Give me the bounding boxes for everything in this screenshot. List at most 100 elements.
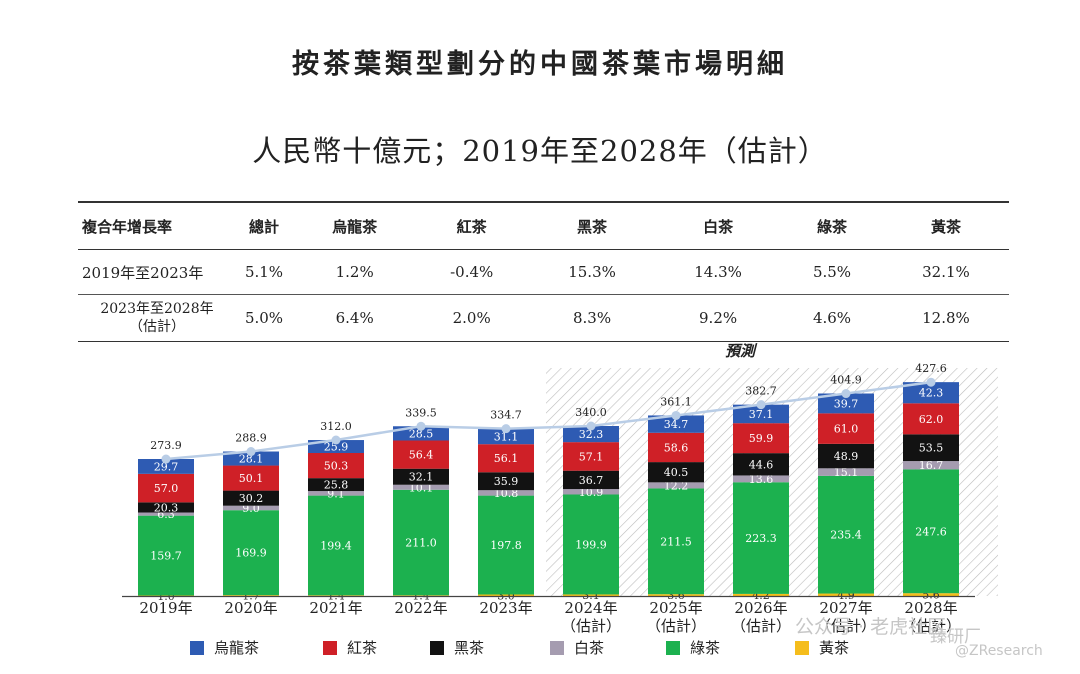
data-label: 58.6 [664,441,689,454]
bar-segment [733,404,789,424]
data-label: 13.6 [749,473,774,486]
bar-segment [393,489,449,596]
total-label: 288.9 [235,432,267,445]
x-tick-label: 2023年 [479,599,532,617]
bar-stacks: 1.0159.76.320.357.029.71.7169.99.030.250… [138,382,959,603]
data-label: 28.1 [239,453,264,466]
cagr-header-row: 複合年增長率 總計 烏龍茶 紅茶 黑茶 白茶 綠茶 黃茶 [78,201,1009,250]
cagr-cell: 5.1% [233,249,295,295]
data-label: 36.7 [579,474,604,487]
data-label: 15.1 [834,466,859,479]
bar-segment [903,469,959,594]
cagr-cell: -0.4% [414,249,530,295]
total-label: 427.6 [915,362,947,375]
bar-segment [478,495,534,595]
stacked-bar-chart: 預測 1.0159.76.320.357.029.71.7169.99.030.… [122,342,1043,659]
data-label: 37.1 [749,408,774,421]
forecast-label: 預測 [725,342,758,360]
cagr-cell: 9.2% [655,294,782,342]
x-tick-label: 2027年 [819,599,872,617]
watermark-line2: 臻研厂 [930,627,981,647]
data-label: 34.7 [664,418,689,431]
bar-segment [563,594,619,596]
bar-segment [733,423,789,454]
total-point [416,421,426,431]
data-label: 29.7 [154,460,179,473]
bar-segment [648,462,704,483]
legend-label: 紅茶 [347,639,377,657]
data-label: 56.1 [494,452,519,465]
x-tick-label-sub: （估計） [731,617,791,635]
cagr-table: 複合年增長率 總計 烏龍茶 紅茶 黑茶 白茶 綠茶 黃茶 2019年至2023年… [78,201,1009,342]
data-label: 197.8 [490,539,522,552]
bar-segment [308,440,364,453]
x-tick-label: 2026年 [734,599,787,617]
bar-segment [223,595,279,596]
x-tick-label: 2028年 [904,599,957,617]
bar-segment [648,415,704,433]
data-label: 223.3 [745,532,777,545]
cagr-row-label-line1: 2023年至2028年 [100,301,214,317]
total-label: 312.0 [320,420,352,433]
bar-segment [138,595,194,596]
x-axis: 2019年 2020年 2021年 2022年 2023年 2024年（估計）2025年（… [122,595,975,635]
cagr-row-2023-2028: 2023年至2028年 （估計） 5.0% 6.4% 2.0% 8.3% 9.2%… [78,294,1009,342]
page-subtitle: 人民幣十億元；2019年至2028年（估計） [252,134,828,168]
bar-segment [903,461,959,470]
data-label: 31.1 [494,430,519,443]
bar-segment [223,505,279,511]
bar-segment [478,490,534,496]
legend-label: 綠茶 [690,639,720,657]
bar-segment [478,444,534,473]
bar-segment [308,478,364,492]
legend-label: 白茶 [574,639,604,657]
cagr-cell: 1.2% [295,249,415,295]
data-label: 211.5 [660,535,692,548]
legend: 烏龍茶 紅茶 黑茶 白茶 綠茶 黃茶 [190,639,849,657]
data-label: 39.7 [834,397,859,410]
legend-swatch [430,641,444,655]
bar-segment [393,426,449,441]
total-series-line [165,380,932,461]
bar-segment [393,468,449,485]
bar-segment [478,472,534,491]
bar-segment [818,413,874,444]
bar-segment [138,515,194,596]
data-label: 199.9 [575,538,607,551]
bar-segment [478,594,534,596]
bar-segment [563,426,619,443]
cagr-header-yellow-tea: 黃茶 [882,201,1009,250]
total-label: 339.5 [405,406,437,419]
bar-segment [733,475,789,483]
bar-segment [648,594,704,596]
bar-segment [818,468,874,476]
watermark-line3: @ZResearch [955,643,1043,659]
bar-segment [818,443,874,469]
total-point [331,435,341,445]
legend-swatch [190,641,204,655]
bar-segment [138,512,194,516]
cagr-cell: 5.5% [781,249,883,295]
data-label: 20.3 [154,501,179,514]
total-point [501,424,511,434]
bar-segment [563,470,619,490]
legend-swatch [795,641,809,655]
cagr-header-oolong: 烏龍茶 [295,201,415,250]
x-tick-label-sub: （估計） [901,617,961,635]
cagr-cell: 5.0% [233,294,295,342]
bar-segment [393,440,449,469]
cagr-row-2019-2023: 2019年至2023年 5.1% 1.2% -0.4% 15.3% 14.3% … [78,249,1009,295]
bar-segment [138,459,194,474]
bar-segment [138,473,194,503]
cagr-cell: 8.3% [529,294,656,342]
bar-segment [733,482,789,594]
bar-segment [223,451,279,466]
legend-swatch [550,641,564,655]
data-label: 28.5 [409,427,434,440]
total-label: 404.9 [830,374,862,387]
bar-segment [393,595,449,596]
x-tick-label-sub: （估計） [816,617,876,635]
x-tick-label: 2019年 [139,599,192,617]
legend-swatch [323,641,337,655]
bar-segment [223,465,279,491]
